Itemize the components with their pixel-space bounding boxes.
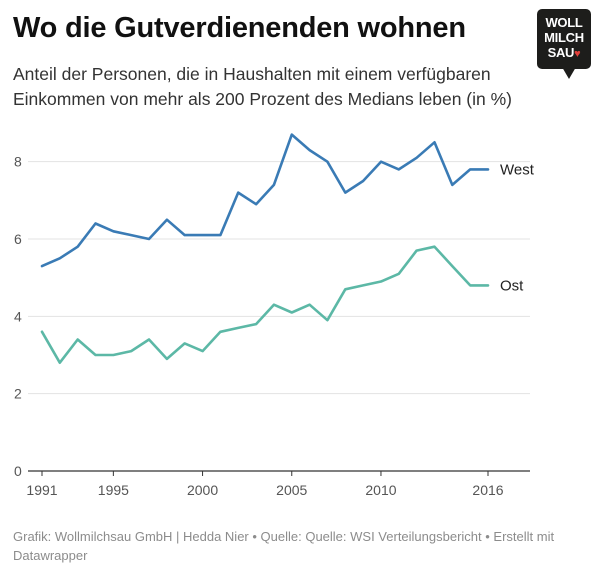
logo-line-1: WOLL [545,15,583,30]
heart-icon: ♥ [574,48,581,60]
series-label-west: West [500,161,535,178]
logo-line-2: MILCH [544,30,584,45]
chart-title: Wo die Gutverdienenden wohnen [13,12,466,44]
source-footer: Grafik: Wollmilchsau GmbH | Hedda Nier •… [13,529,555,563]
y-tick-label-2: 2 [14,386,22,402]
x-tick-label-1995: 1995 [98,482,129,498]
y-tick-label-8: 8 [14,154,22,170]
line-chart: 0 2 4 6 8 1991 1995 2000 2005 2010 2016 West Ost [14,133,535,498]
logo-line-3: SAU♥ [537,45,591,62]
x-tick-label-2016: 2016 [472,482,503,498]
y-tick-label-6: 6 [14,231,22,247]
x-tick-label-2010: 2010 [365,482,396,498]
series-line-west [40,133,490,268]
x-tick-label-2000: 2000 [187,482,218,498]
chart-subtitle: Anteil der Personen, die in Haushalten m… [13,64,512,109]
logo-line-3-text: SAU [547,45,575,60]
wollmilchsau-logo: WOLL MILCH SAU♥ [537,9,591,69]
y-tick-label-0: 0 [14,463,22,479]
x-tick-label-2005: 2005 [276,482,307,498]
series-line-ost [40,245,490,364]
logo-speech-tail [562,67,576,79]
series-label-ost: Ost [500,277,524,294]
y-tick-label-4: 4 [14,308,22,324]
x-tick-label-1991: 1991 [26,482,57,498]
